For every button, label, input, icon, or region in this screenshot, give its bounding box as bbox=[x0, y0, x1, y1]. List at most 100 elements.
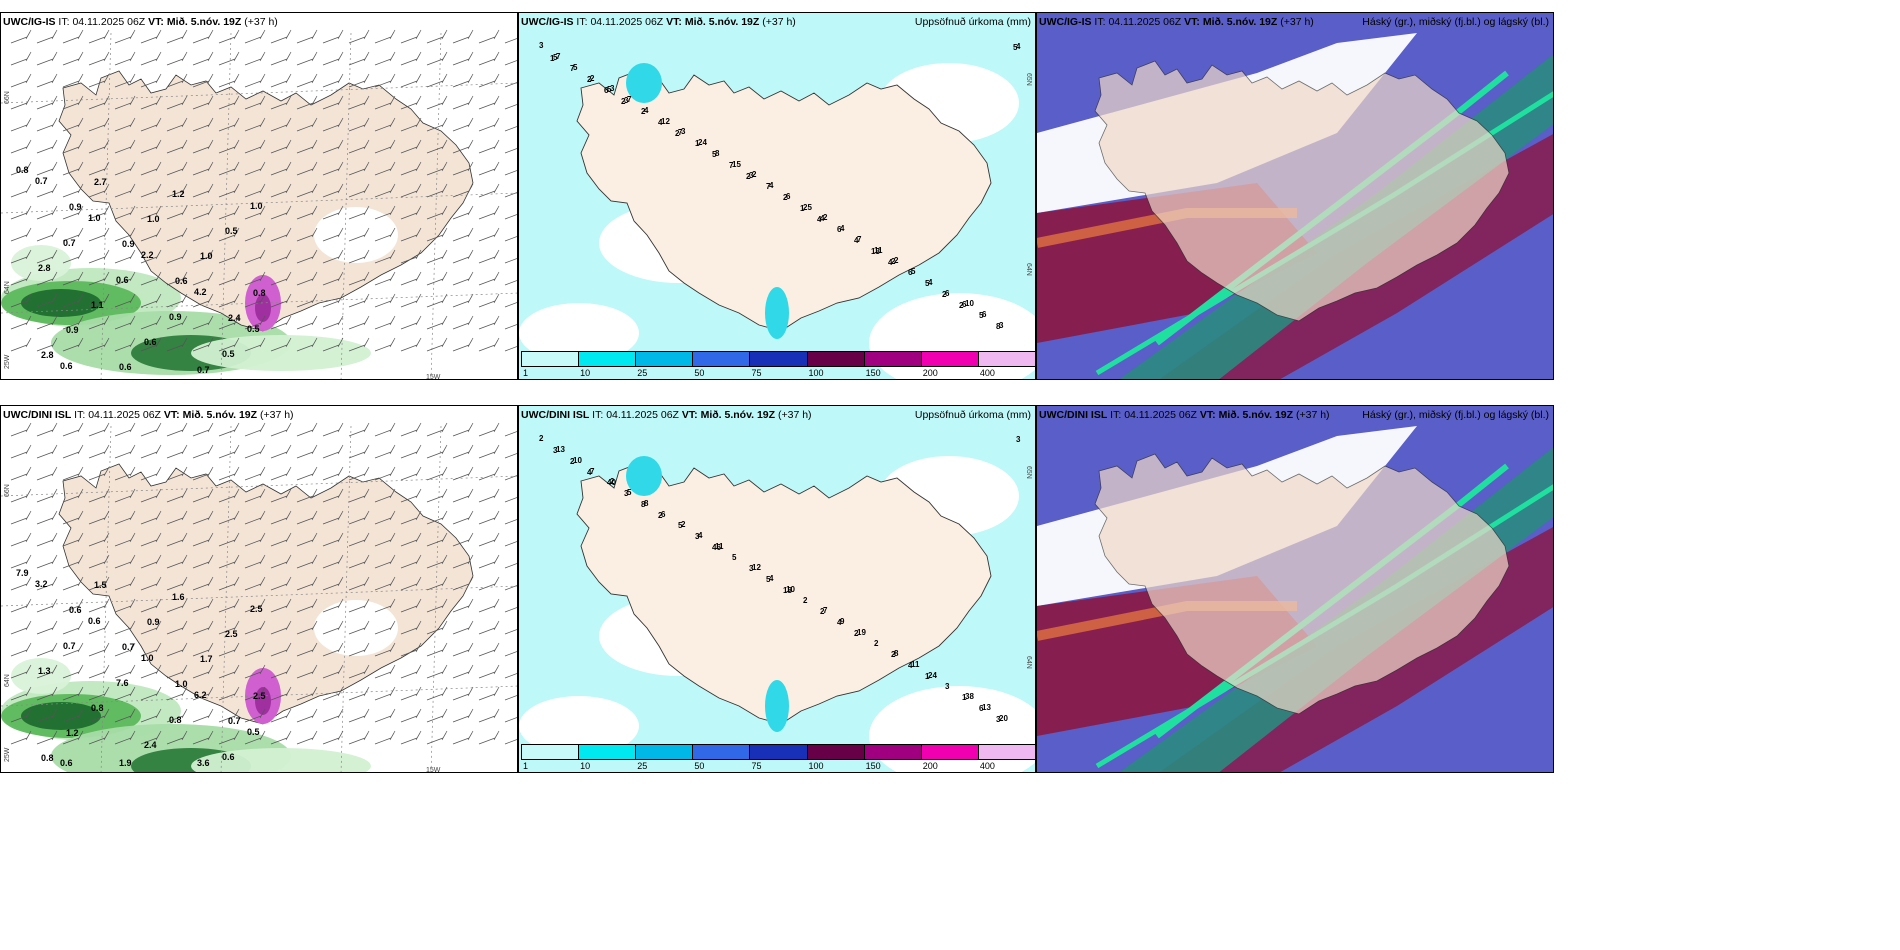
wind-barb bbox=[166, 488, 188, 503]
precip-value-label: 2 bbox=[570, 457, 575, 466]
wind-barb bbox=[218, 466, 240, 481]
colorbar-tick-label: 1 bbox=[523, 368, 529, 378]
wind-barb bbox=[244, 227, 266, 242]
colorbar-tick-label: 200 bbox=[922, 761, 938, 771]
wind-barb bbox=[426, 686, 448, 701]
wind-barb bbox=[426, 532, 448, 547]
wind-barb bbox=[218, 532, 240, 547]
wind-barb bbox=[348, 532, 370, 547]
wind-barb bbox=[296, 554, 318, 569]
precip-value-label: 3 bbox=[553, 446, 558, 455]
precip-value-label: 2 bbox=[894, 256, 899, 265]
wind-barb bbox=[374, 708, 396, 723]
wind-barb bbox=[244, 51, 266, 66]
wind-barb bbox=[218, 293, 240, 308]
wind-barb bbox=[452, 315, 474, 330]
colorbar-swatch bbox=[749, 351, 808, 367]
wind-barb bbox=[62, 29, 84, 44]
precip-value-label: 0.5 bbox=[222, 349, 235, 359]
wind-barb bbox=[218, 227, 240, 242]
wind-barb bbox=[348, 315, 370, 330]
wind-barb bbox=[192, 642, 214, 657]
wind-barb bbox=[426, 488, 448, 503]
wind-barb bbox=[244, 532, 266, 547]
precip-patch bbox=[21, 289, 101, 317]
wind-barb bbox=[426, 315, 448, 330]
wind-barb bbox=[426, 73, 448, 88]
precip-value-label: 2 bbox=[621, 97, 626, 106]
longitude-line bbox=[220, 32, 232, 379]
wind-barb bbox=[244, 510, 266, 525]
wind-barb bbox=[478, 337, 500, 352]
wind-barb bbox=[478, 249, 500, 264]
wind-map-canvas: 0.8 0.9 0.9 0.6 2.4 2.8 2.7 1.0 1.0 0.8 0.9 0.6 1.2 0… bbox=[1, 13, 517, 379]
wind-barb bbox=[504, 497, 517, 503]
wind-barb bbox=[244, 444, 266, 459]
wind-barb bbox=[270, 337, 292, 352]
wind-barb bbox=[478, 488, 500, 503]
wind-barb bbox=[166, 95, 188, 110]
precip-value-label: 13 bbox=[556, 445, 565, 454]
wind-barb bbox=[10, 532, 32, 547]
precip-value-label: 1 bbox=[800, 204, 805, 213]
wind-barb bbox=[270, 686, 292, 701]
precip-patch bbox=[11, 245, 71, 281]
wind-barb bbox=[10, 598, 32, 613]
precip-value-label: 3 bbox=[1016, 435, 1021, 444]
wind-barb bbox=[62, 532, 84, 547]
precip-value-label: 10 bbox=[786, 585, 795, 594]
wind-barb bbox=[296, 183, 318, 198]
wind-barb bbox=[426, 183, 448, 198]
precip-value-label: 15 bbox=[732, 160, 741, 169]
wind-barb bbox=[400, 293, 422, 308]
wind-barb bbox=[296, 642, 318, 657]
wind-barb bbox=[10, 488, 32, 503]
precip-value-label: 4 bbox=[888, 258, 893, 267]
precip-value-label: 1 bbox=[695, 139, 700, 148]
wind-barb bbox=[322, 293, 344, 308]
wind-barb bbox=[374, 598, 396, 613]
wind-barb bbox=[296, 315, 318, 330]
wind-barb bbox=[62, 161, 84, 176]
wind-barb bbox=[192, 686, 214, 701]
colorbar-swatch bbox=[920, 744, 979, 760]
wind-barb bbox=[218, 271, 240, 286]
graticule-label: 65N bbox=[1025, 466, 1032, 479]
wind-barb bbox=[452, 510, 474, 525]
wind-barb bbox=[114, 708, 136, 723]
wind-barb bbox=[36, 730, 58, 745]
panel-title: UWC/IG-IS IT: 04.11.2025 06Z VT: Mið. 5.… bbox=[1039, 16, 1314, 28]
wind-barb bbox=[296, 95, 318, 110]
precip-value-label: 6 bbox=[982, 310, 987, 319]
wind-barb bbox=[62, 293, 84, 308]
precip-value-label: 25 bbox=[803, 203, 812, 212]
wind-barb bbox=[114, 488, 136, 503]
wind-barb bbox=[218, 686, 240, 701]
wind-barb bbox=[270, 73, 292, 88]
wind-barb bbox=[426, 510, 448, 525]
wind-barb bbox=[296, 139, 318, 154]
wind-barb bbox=[478, 29, 500, 44]
wind-barb bbox=[166, 205, 188, 220]
wind-barb bbox=[36, 532, 58, 547]
wind-barb bbox=[140, 664, 162, 679]
wind-barb bbox=[244, 598, 266, 613]
wind-barb bbox=[374, 686, 396, 701]
panel-title: UWC/DINI ISL IT: 04.11.2025 06Z VT: Mið.… bbox=[1039, 409, 1330, 421]
precip-value-label: 11 bbox=[874, 246, 883, 255]
latitude-line bbox=[1, 685, 517, 707]
precip-value-label: 24 bbox=[698, 138, 707, 147]
wind-barb bbox=[192, 293, 214, 308]
wind-barb bbox=[36, 620, 58, 635]
wind-barb bbox=[218, 598, 240, 613]
wind-barb bbox=[192, 29, 214, 44]
wind-barb bbox=[36, 51, 58, 66]
wind-barb bbox=[504, 607, 517, 613]
precip-value-label: 2.8 bbox=[38, 263, 51, 273]
wind-barb bbox=[114, 249, 136, 264]
wind-barb bbox=[88, 161, 110, 176]
colorbar-tick-label: 10 bbox=[580, 368, 591, 378]
wind-barb bbox=[62, 466, 84, 481]
wind-barb bbox=[218, 642, 240, 657]
panel-field-label: Uppsöfnuð úrkoma (mm) bbox=[914, 409, 1031, 421]
